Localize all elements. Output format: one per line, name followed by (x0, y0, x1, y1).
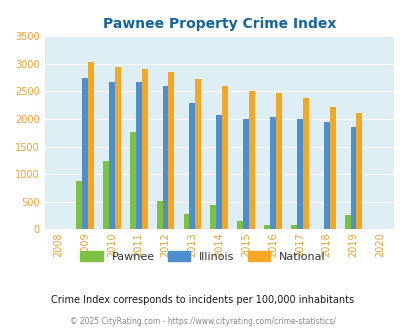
Bar (76, 181, 82, 229)
Bar (109, 82, 115, 229)
Bar (269, 116, 275, 229)
Bar (290, 225, 296, 229)
Bar (356, 113, 362, 229)
Bar (195, 79, 201, 229)
Bar (237, 221, 243, 229)
Bar (103, 161, 109, 229)
Bar (302, 98, 308, 229)
Bar (82, 78, 88, 229)
Bar (344, 215, 350, 229)
Legend: Pawnee, Illinois, National: Pawnee, Illinois, National (76, 247, 329, 267)
Bar (329, 108, 335, 229)
Bar (323, 122, 329, 229)
Bar (275, 92, 281, 229)
Bar (156, 202, 162, 229)
Bar (243, 119, 248, 229)
Bar (168, 72, 174, 229)
Bar (296, 119, 302, 229)
Bar (130, 132, 135, 229)
Bar (135, 82, 141, 229)
Bar (248, 91, 254, 229)
Bar (189, 103, 195, 229)
Bar (162, 86, 168, 229)
Text: © 2025 CityRating.com - https://www.cityrating.com/crime-statistics/: © 2025 CityRating.com - https://www.city… (70, 317, 335, 326)
Text: Crime Index corresponds to incidents per 100,000 inhabitants: Crime Index corresponds to incidents per… (51, 295, 354, 305)
Bar (88, 62, 94, 229)
Bar (183, 214, 189, 229)
Bar (222, 86, 228, 229)
Bar (115, 67, 120, 229)
Bar (141, 69, 147, 229)
Bar (216, 115, 222, 229)
Bar (350, 127, 356, 229)
Bar (263, 225, 269, 229)
Bar (210, 205, 216, 229)
Title: Pawnee Property Crime Index: Pawnee Property Crime Index (102, 17, 335, 31)
